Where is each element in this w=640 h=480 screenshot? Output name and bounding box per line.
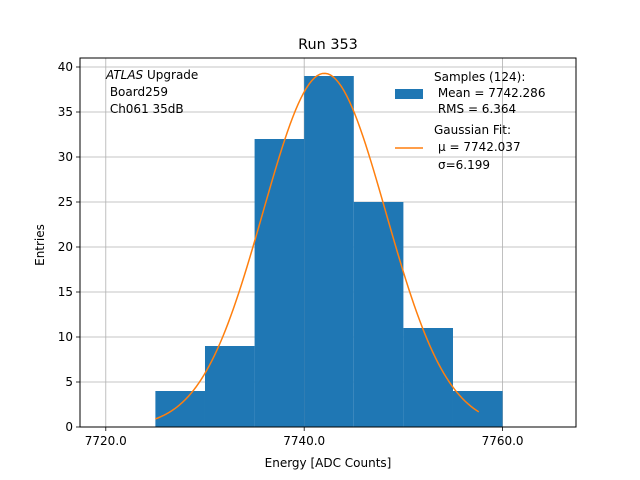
y-tick-label: 30 (58, 150, 73, 164)
annotation-line-1: ATLAS Upgrade (105, 68, 198, 82)
atlas-annotation: ATLAS Upgrade Board259 Ch061 35dB (105, 68, 198, 116)
legend: Samples (124): Mean = 7742.286 RMS = 6.3… (395, 70, 545, 172)
x-axis-label: Energy [ADC Counts] (265, 456, 392, 470)
legend-fit-sigma: σ=6.199 (438, 158, 490, 172)
y-tick-label: 35 (58, 105, 73, 119)
legend-samples-rms: RMS = 6.364 (434, 102, 516, 116)
y-axis-ticks: 0 5 10 15 20 25 30 35 40 (58, 60, 80, 434)
histogram-bar (353, 202, 404, 427)
legend-samples-swatch (395, 89, 423, 99)
y-tick-label: 25 (58, 195, 73, 209)
y-tick-label: 5 (65, 375, 73, 389)
annotation-board: Board259 (106, 85, 168, 99)
x-tick-label: 7720.0 (85, 434, 127, 448)
plot-frame (79, 57, 577, 428)
histogram-bar (254, 139, 305, 427)
y-tick-label: 0 (65, 420, 73, 434)
y-tick-label: 20 (58, 240, 73, 254)
annotation-upgrade: Upgrade (143, 68, 198, 82)
annotation-atlas: ATLAS (105, 68, 144, 82)
legend-samples-mean: Mean = 7742.286 (434, 86, 545, 100)
histogram-bar (155, 391, 205, 427)
legend-fit-mu: μ = 7742.037 (438, 140, 521, 154)
gaussian-fit-curve (155, 72, 480, 420)
x-tick-label: 7740.0 (283, 434, 325, 448)
y-axis-label: Entries (33, 224, 47, 266)
x-tick-label: 7760.0 (482, 434, 524, 448)
gaussian-fit-layer (155, 72, 480, 420)
histogram-bar (403, 328, 453, 427)
x-axis-ticks: 7720.0 7740.0 7760.0 (85, 427, 524, 448)
annotation-channel: Ch061 35dB (106, 102, 184, 116)
histogram-bars (155, 76, 503, 427)
legend-fit-label: Gaussian Fit: (434, 123, 511, 137)
y-tick-label: 10 (58, 330, 73, 344)
y-tick-label: 40 (58, 60, 73, 74)
legend-samples-label: Samples (124): (434, 70, 525, 84)
histogram-bar (304, 76, 354, 427)
chart-title: Run 353 (298, 37, 358, 53)
y-tick-label: 15 (58, 285, 73, 299)
